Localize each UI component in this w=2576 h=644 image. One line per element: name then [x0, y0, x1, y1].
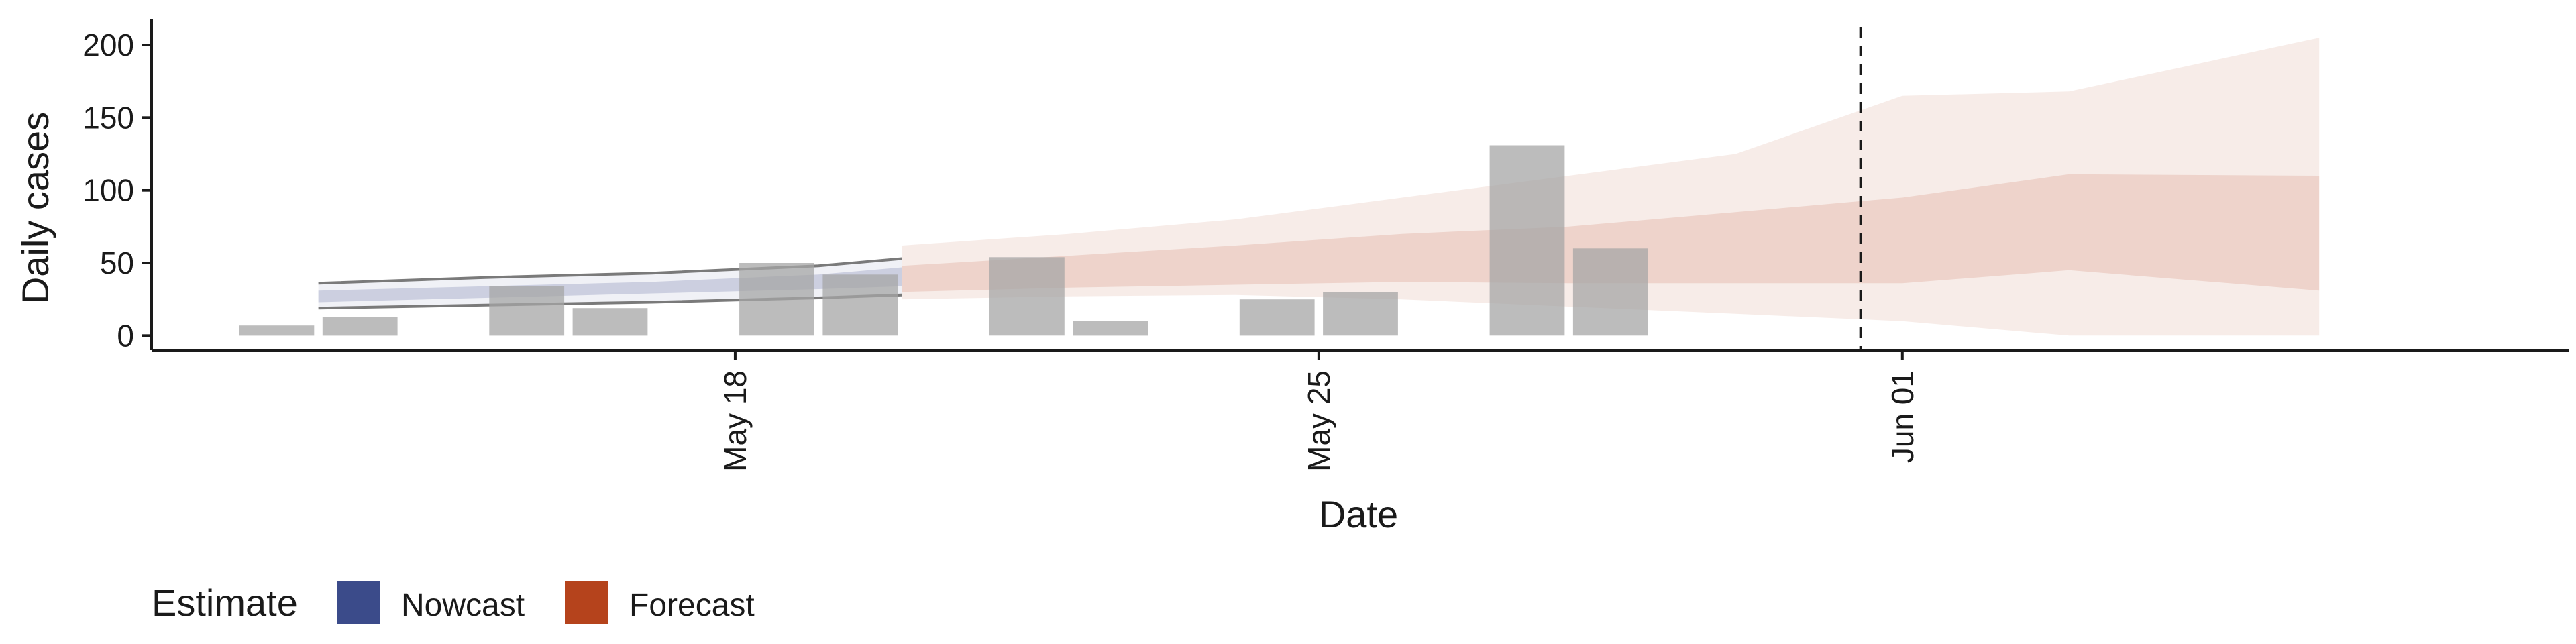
case-bar-6: [989, 257, 1065, 336]
case-bar-11: [1572, 248, 1648, 336]
y-axis-title: Daily cases: [14, 112, 56, 304]
y-tick-label-100: 100: [83, 173, 134, 208]
legend: Estimate Nowcast Forecast: [152, 581, 755, 624]
legend-swatch-forecast: [565, 581, 608, 624]
x-tick-label-0: May 18: [718, 370, 753, 472]
case-bar-5: [822, 274, 898, 336]
y-tick-label-200: 200: [83, 28, 134, 62]
forecast-outer-band: [902, 38, 2320, 336]
case-bar-3: [572, 308, 648, 336]
case-bar-1: [322, 317, 398, 336]
case-bar-8: [1239, 299, 1315, 336]
case-bar-10: [1489, 145, 1565, 336]
case-bar-9: [1323, 292, 1398, 336]
x-axis-title: Date: [1319, 493, 1398, 535]
forecast-inner-band: [902, 174, 2320, 292]
plot-area: [239, 27, 2320, 350]
legend-swatch-nowcast: [337, 581, 380, 624]
y-tick-label-0: 0: [117, 318, 134, 353]
case-bar-4: [739, 263, 814, 336]
nowcast-inner-band: [318, 267, 902, 303]
case-bar-0: [239, 325, 315, 336]
y-tick-label-50: 50: [100, 246, 134, 280]
legend-label-forecast: Forecast: [629, 588, 755, 623]
legend-title: Estimate: [152, 582, 298, 624]
nowcast-upper-line: [318, 257, 902, 285]
y-tick-label-150: 150: [83, 100, 134, 135]
legend-label-nowcast: Nowcast: [401, 588, 525, 623]
x-tick-label-2: Jun 01: [1885, 370, 1920, 463]
case-bar-7: [1073, 321, 1148, 336]
x-tick-label-1: May 25: [1301, 370, 1336, 472]
case-bar-2: [489, 286, 565, 336]
axes: 0 50 100 150 200 May 18 May 25 Jun 01: [83, 19, 2569, 472]
